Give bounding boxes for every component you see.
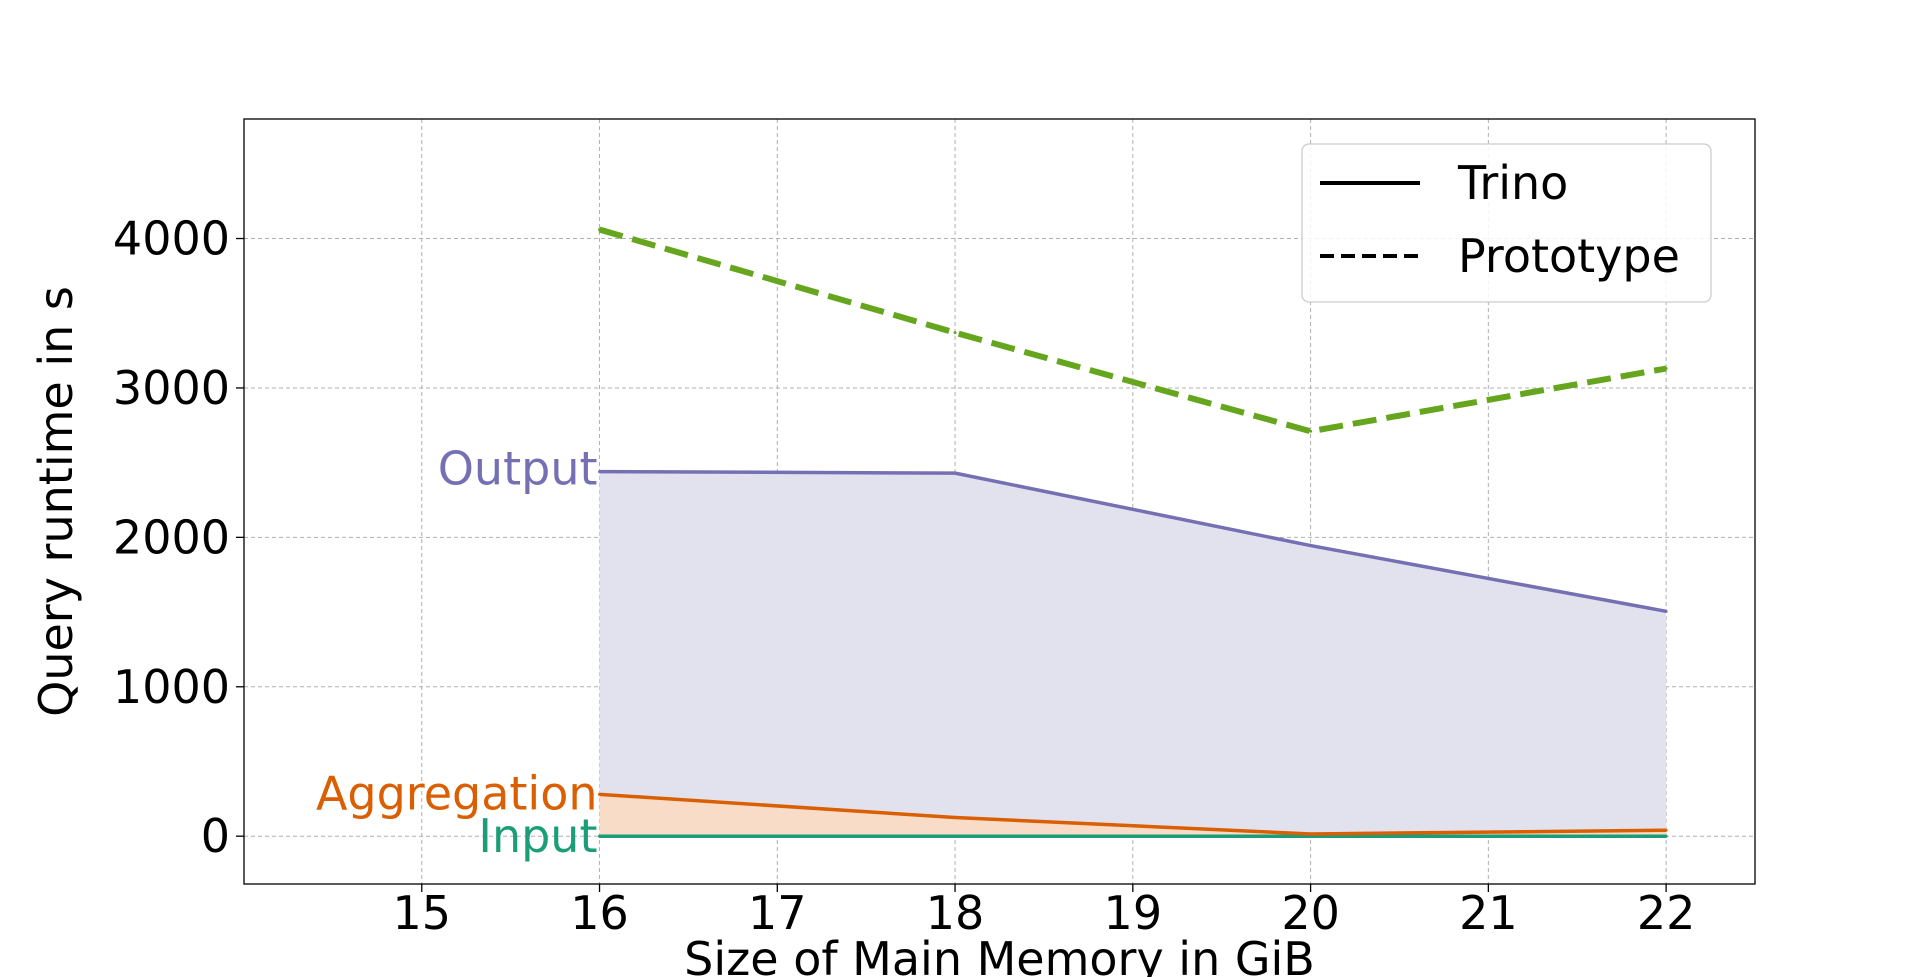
y-tick-label: 4000 [113,212,230,266]
data-point-aggregation [1309,832,1313,836]
data-point-prototype [598,228,602,232]
data-point-input [1664,834,1668,838]
series-label-aggregation: Aggregation [316,766,598,820]
data-point-output [1309,544,1313,548]
x-tick-label: 19 [1104,886,1163,940]
x-tick-label: 18 [926,886,985,940]
x-tick-label: 20 [1281,886,1340,940]
x-tick-label: 22 [1637,886,1696,940]
series-line-output [599,469,1667,614]
data-point-output [1664,609,1668,613]
y-tick-label: 1000 [113,660,230,714]
legend-label-prototype: Prototype [1458,229,1680,283]
y-tick-label: 3000 [113,361,230,415]
series-label-input: Input [478,809,597,863]
series-label-output: Output [438,442,598,496]
data-point-input [598,834,602,838]
legend: Trino Prototype [1301,143,1712,303]
data-point-prototype [1309,429,1313,433]
data-point-aggregation [598,792,602,796]
x-tick-label: 16 [570,886,629,940]
area-aggregation [599,794,1667,837]
series-line-prototype [598,226,1667,435]
data-point-prototype [1664,367,1668,371]
data-point-input [953,834,957,838]
y-tick-label: 0 [201,809,230,863]
x-tick-label: 17 [748,886,807,940]
data-point-aggregation [953,816,957,820]
x-tick-label: 21 [1459,886,1518,940]
legend-label-trino: Trino [1457,156,1568,210]
data-point-output [953,471,957,475]
axis-ticks: 15 16 17 18 19 20 21 22 0 1000 2000 3000 4000 [113,212,1695,940]
series-areas [599,471,1667,837]
plot-frame [243,118,1756,885]
x-tick-label: 15 [392,886,451,940]
area-output [599,471,1667,834]
series-line-aggregation [599,792,1667,836]
y-tick-label: 2000 [113,510,230,564]
data-point-output [598,470,602,474]
series-lines [598,226,1668,838]
y-axis-label: Query runtime in s [29,286,83,717]
x-axis-label: Size of Main Memory in GiB [684,932,1315,977]
data-point-aggregation [1664,828,1668,832]
data-point-prototype [953,331,957,335]
